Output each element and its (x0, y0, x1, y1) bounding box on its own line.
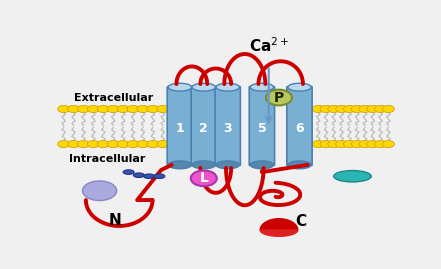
Polygon shape (260, 230, 298, 236)
Circle shape (344, 105, 355, 113)
Text: N: N (108, 213, 121, 228)
Ellipse shape (250, 83, 273, 91)
Ellipse shape (168, 83, 191, 91)
Circle shape (344, 140, 355, 148)
Circle shape (351, 105, 363, 113)
Circle shape (107, 140, 119, 148)
Circle shape (157, 105, 169, 113)
Text: C: C (295, 214, 307, 229)
Circle shape (374, 140, 387, 148)
Ellipse shape (133, 173, 144, 178)
Ellipse shape (288, 161, 311, 169)
FancyBboxPatch shape (215, 87, 240, 165)
Circle shape (351, 140, 363, 148)
Circle shape (320, 105, 332, 113)
Text: 6: 6 (295, 122, 304, 134)
Text: 1: 1 (176, 122, 184, 134)
Circle shape (328, 140, 340, 148)
Text: P: P (274, 91, 284, 105)
Ellipse shape (216, 83, 239, 91)
Circle shape (320, 140, 332, 148)
FancyBboxPatch shape (167, 87, 193, 165)
Circle shape (359, 140, 371, 148)
Circle shape (127, 105, 139, 113)
Circle shape (367, 105, 379, 113)
Circle shape (157, 140, 169, 148)
Text: Extracellular: Extracellular (74, 93, 153, 102)
Text: 2: 2 (199, 122, 208, 134)
Circle shape (97, 140, 109, 148)
Circle shape (87, 140, 99, 148)
Circle shape (67, 140, 79, 148)
Ellipse shape (82, 181, 116, 201)
Ellipse shape (334, 171, 371, 182)
Circle shape (127, 140, 139, 148)
Circle shape (359, 105, 371, 113)
Circle shape (312, 140, 324, 148)
Text: L: L (199, 171, 208, 185)
Circle shape (137, 105, 149, 113)
Ellipse shape (144, 174, 155, 179)
Ellipse shape (250, 161, 273, 169)
Circle shape (67, 105, 79, 113)
Circle shape (367, 140, 379, 148)
Ellipse shape (154, 174, 165, 179)
FancyBboxPatch shape (287, 87, 312, 165)
Circle shape (336, 140, 348, 148)
Circle shape (191, 171, 217, 186)
Circle shape (312, 105, 324, 113)
Circle shape (382, 105, 394, 113)
Circle shape (97, 105, 109, 113)
Circle shape (328, 105, 340, 113)
Circle shape (137, 140, 149, 148)
Circle shape (336, 105, 348, 113)
Ellipse shape (168, 161, 191, 169)
Text: 5: 5 (258, 122, 266, 134)
Circle shape (107, 105, 119, 113)
Circle shape (117, 105, 129, 113)
Polygon shape (260, 219, 298, 230)
Ellipse shape (288, 83, 311, 91)
FancyBboxPatch shape (191, 87, 217, 165)
Circle shape (58, 140, 70, 148)
Circle shape (58, 105, 70, 113)
Circle shape (147, 105, 159, 113)
Circle shape (117, 140, 129, 148)
Text: 3: 3 (224, 122, 232, 134)
Ellipse shape (192, 83, 215, 91)
Circle shape (147, 140, 159, 148)
Text: Ca$^{2+}$: Ca$^{2+}$ (249, 36, 289, 55)
Text: Intracellular: Intracellular (69, 154, 145, 164)
Ellipse shape (216, 161, 239, 169)
FancyBboxPatch shape (249, 87, 275, 165)
Circle shape (382, 140, 394, 148)
Circle shape (78, 140, 90, 148)
Circle shape (78, 105, 90, 113)
Circle shape (87, 105, 99, 113)
Ellipse shape (192, 161, 215, 169)
Ellipse shape (123, 170, 134, 174)
Circle shape (266, 90, 292, 105)
Circle shape (374, 105, 387, 113)
